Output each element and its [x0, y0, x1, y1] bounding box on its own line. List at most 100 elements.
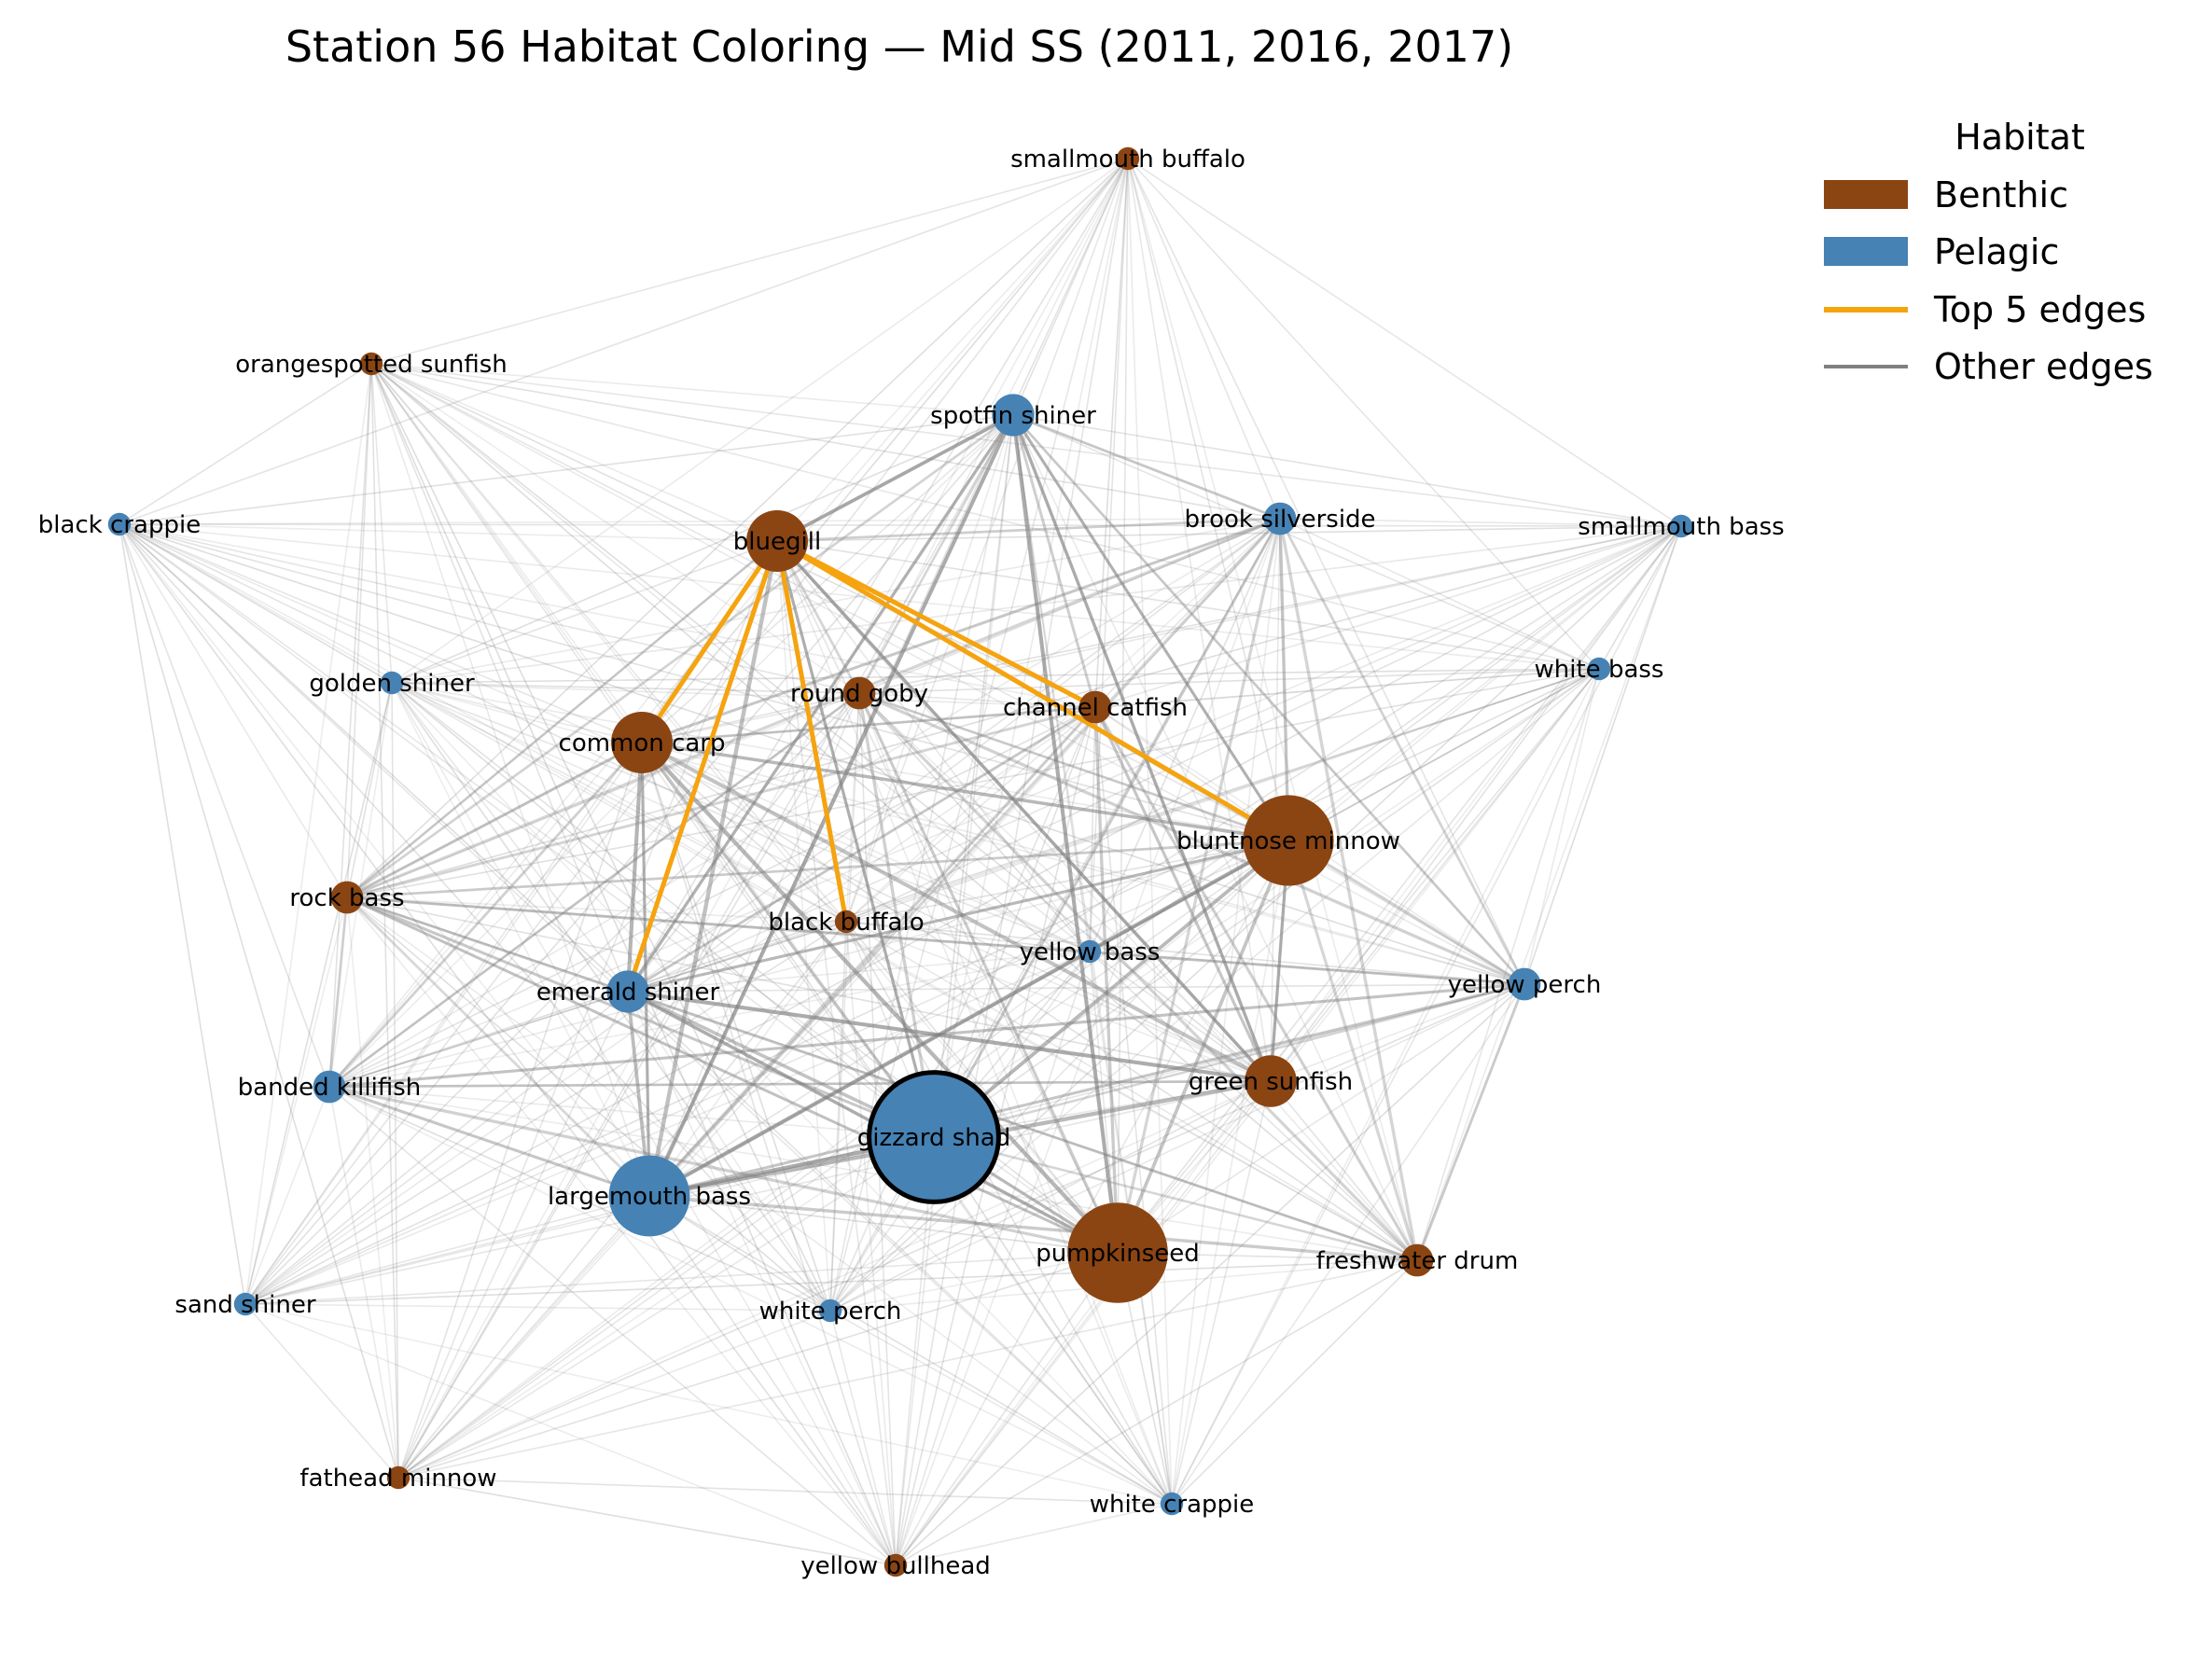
edge-smallmouth-buffalo--freshwater-drum — [1127, 158, 1418, 1261]
edge-smallmouth-bass--yellow-bass — [1089, 525, 1682, 952]
edge-smallmouth-buffalo--pumpkinseed — [1117, 158, 1129, 1254]
edge-largemouth-bass--yellow-bullhead — [648, 1195, 897, 1566]
edge-golden-shiner--common-carp — [391, 682, 643, 743]
node-spotfin-shiner — [992, 394, 1035, 437]
edge-round-goby--gizzard-shad — [857, 692, 936, 1138]
node-bluntnose-minnow — [1243, 795, 1334, 886]
edge-white-crappie--yellow-bullhead — [895, 1503, 1173, 1566]
node-brook-silverside — [1263, 502, 1297, 535]
edge-smallmouth-buffalo--black-buffalo — [845, 158, 1129, 923]
edge-black-crappie--channel-catfish — [118, 523, 1096, 708]
edge-white-bass--yellow-perch — [1523, 668, 1600, 985]
edge-white-bass--gizzard-shad — [933, 668, 1600, 1138]
edge-spotfin-shiner--round-goby — [857, 414, 1015, 694]
edge-bluntnose-minnow--yellow-perch — [1287, 839, 1525, 986]
legend-title: Habitat — [1955, 117, 2085, 158]
edge-white-perch--yellow-bullhead — [829, 1310, 897, 1566]
edge-yellow-bass--emerald-shiner — [627, 951, 1091, 993]
edge-orangespotted-sunfish--sand-shiner — [244, 363, 372, 1305]
edge-channel-catfish--common-carp — [641, 705, 1096, 744]
node-banded-killifish — [313, 1070, 346, 1104]
edge-spotfin-shiner--largemouth-bass — [647, 414, 1015, 1197]
edge-bluegill--green-sunfish — [775, 539, 1273, 1083]
edge-white-bass--yellow-bullhead — [895, 668, 1600, 1566]
edge-gizzard-shad--fathead-minnow — [397, 1136, 935, 1479]
edge-golden-shiner--rock-bass — [346, 682, 393, 898]
edge-bluntnose-minnow--pumpkinseed — [1116, 840, 1290, 1254]
edge-orangespotted-sunfish--black-buffalo — [370, 363, 847, 923]
edge-channel-catfish--yellow-bass — [1089, 706, 1096, 952]
edge-orangespotted-sunfish--channel-catfish — [370, 363, 1096, 708]
edge-brook-silverside--freshwater-drum — [1278, 518, 1419, 1261]
edge-round-goby--bluntnose-minnow — [858, 691, 1289, 842]
node-label-black-buffalo: black buffalo — [768, 909, 924, 937]
edge-smallmouth-buffalo--rock-bass — [346, 158, 1129, 898]
edge-brook-silverside--largemouth-bass — [647, 517, 1282, 1198]
top-edge-bluegill--emerald-shiner — [625, 540, 780, 993]
edge-brook-silverside--fathead-minnow — [397, 518, 1281, 1479]
edge-smallmouth-bass--common-carp — [641, 525, 1682, 743]
edge-emerald-shiner--yellow-bullhead — [627, 991, 897, 1566]
edge-black-crappie--yellow-bass — [118, 523, 1091, 952]
edge-largemouth-bass--freshwater-drum — [648, 1194, 1418, 1262]
edge-black-crappie--largemouth-bass — [118, 523, 650, 1197]
edge-brook-silverside--rock-bass — [346, 517, 1281, 899]
edge-bluegill--freshwater-drum — [776, 540, 1418, 1261]
node-label-common-carp: common carp — [559, 729, 726, 757]
edge-green-sunfish--white-crappie — [1171, 1080, 1272, 1505]
edge-banded-killifish--gizzard-shad — [328, 1086, 935, 1138]
edge-common-carp--yellow-bass — [641, 742, 1091, 952]
edge-green-sunfish--white-perch — [829, 1080, 1272, 1312]
edge-golden-shiner--round-goby — [391, 682, 860, 694]
node-label-yellow-bass: yellow bass — [1020, 938, 1161, 966]
edge-brook-silverside--round-goby — [858, 518, 1281, 694]
edge-common-carp--yellow-bullhead — [641, 742, 897, 1566]
edge-brook-silverside--yellow-bullhead — [895, 518, 1281, 1566]
top-edge-bluegill--channel-catfish — [775, 538, 1097, 710]
edge-brook-silverside--banded-killifish — [328, 518, 1281, 1088]
edge-spotfin-shiner--sand-shiner — [244, 414, 1014, 1305]
top-edge-bluegill--common-carp — [639, 539, 780, 744]
edge-brook-silverside--sand-shiner — [244, 518, 1281, 1305]
edge-emerald-shiner--banded-killifish — [328, 991, 629, 1088]
edge-smallmouth-buffalo--yellow-bass — [1089, 158, 1129, 952]
edge-black-crappie--green-sunfish — [118, 523, 1272, 1082]
edge-black-buffalo--banded-killifish — [328, 921, 847, 1088]
edge-yellow-perch--banded-killifish — [328, 982, 1525, 1089]
edge-bluntnose-minnow--banded-killifish — [328, 840, 1289, 1088]
edge-yellow-bass--largemouth-bass — [648, 951, 1091, 1197]
edge-green-sunfish--fathead-minnow — [397, 1080, 1272, 1479]
edge-emerald-shiner--green-sunfish — [627, 989, 1272, 1084]
edge-smallmouth-bass--white-bass — [1598, 525, 1682, 670]
edge-common-carp--yellow-perch — [641, 742, 1525, 985]
chart-title: Station 56 Habitat Coloring — Mid SS (20… — [285, 21, 1513, 72]
edge-banded-killifish--pumpkinseed — [328, 1085, 1119, 1255]
edge-smallmouth-bass--green-sunfish — [1270, 525, 1682, 1082]
edge-brook-silverside--black-buffalo — [845, 518, 1281, 923]
edge-golden-shiner--emerald-shiner — [391, 682, 629, 993]
edge-orangespotted-sunfish--white-bass — [370, 363, 1600, 670]
edge-bluegill--smallmouth-bass — [776, 525, 1682, 542]
edge-black-buffalo--green-sunfish — [845, 921, 1272, 1082]
edge-orangespotted-sunfish--round-goby — [370, 363, 860, 694]
edge-brook-silverside--golden-shiner — [391, 518, 1281, 684]
edge-bluntnose-minnow--white-crappie — [1171, 840, 1289, 1505]
edge-orangespotted-sunfish--bluntnose-minnow — [370, 363, 1289, 841]
edge-brook-silverside--white-crappie — [1171, 518, 1281, 1505]
edge-smallmouth-bass--freshwater-drum — [1416, 525, 1682, 1261]
edge-largemouth-bass--white-crappie — [648, 1195, 1173, 1505]
edge-smallmouth-bass--banded-killifish — [328, 525, 1682, 1088]
edge-rock-bass--gizzard-shad — [346, 896, 935, 1139]
edge-round-goby--black-buffalo — [845, 692, 860, 923]
node-label-bluntnose-minnow: bluntnose minnow — [1176, 827, 1400, 855]
edge-yellow-bass--freshwater-drum — [1089, 951, 1418, 1261]
edge-spotfin-shiner--black-buffalo — [845, 414, 1014, 923]
edge-channel-catfish--sand-shiner — [244, 706, 1096, 1305]
edge-white-perch--fathead-minnow — [397, 1310, 831, 1479]
edge-bluegill--rock-bass — [346, 540, 778, 898]
edge-spotfin-shiner--gizzard-shad — [933, 414, 1014, 1138]
edge-spotfin-shiner--common-carp — [641, 414, 1014, 743]
edge-bluegill--banded-killifish — [328, 540, 778, 1088]
edge-black-crappie--black-buffalo — [118, 523, 847, 923]
